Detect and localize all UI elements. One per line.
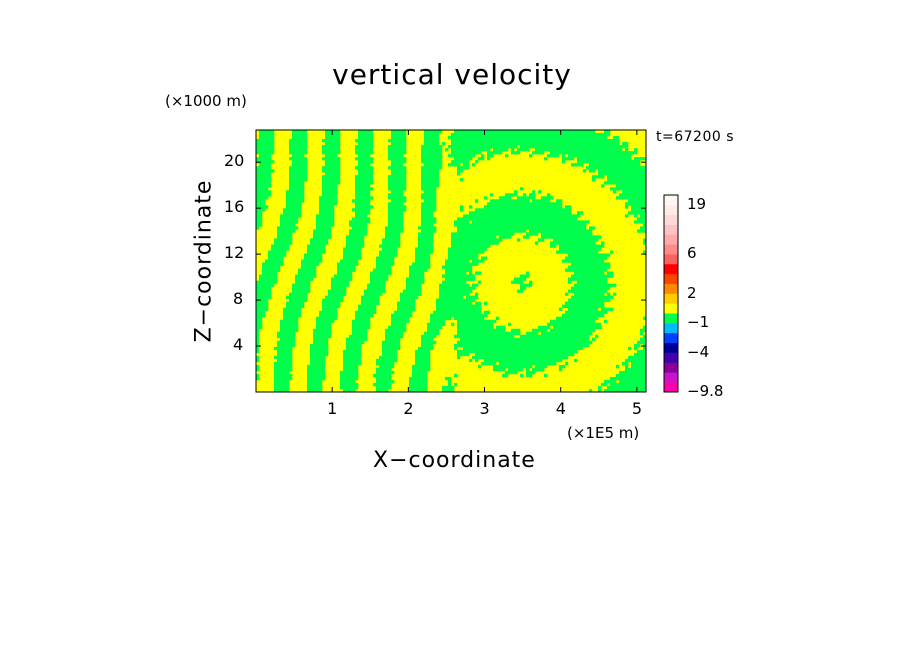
colorbar-frame (663, 194, 679, 393)
chart-title: vertical velocity (332, 58, 572, 91)
y-unit-label: (×1000 m) (165, 92, 247, 110)
colorbar-segment (664, 293, 678, 304)
colorbar-segment (664, 303, 678, 314)
colorbar-label: −9.8 (687, 382, 724, 400)
velocity-field (255, 130, 647, 393)
colorbar-segment (664, 342, 678, 353)
colorbar-segment (664, 224, 678, 235)
x-tick-label: 3 (479, 399, 490, 418)
colorbar-segment (664, 323, 678, 334)
y-tick-label: 4 (233, 335, 244, 355)
colorbar-segment (664, 195, 678, 206)
y-tick-label: 12 (224, 243, 245, 263)
colorbar-label: 19 (687, 194, 707, 213)
colorbar-label: −1 (687, 313, 710, 332)
negative-velocity-regions (255, 130, 647, 393)
colorbar-segment (664, 214, 678, 225)
y-tick-label: 20 (224, 151, 245, 171)
colorbar-segment (664, 273, 678, 284)
colorbar-segment (664, 352, 678, 363)
colorbar-segment (664, 362, 678, 373)
x-tick-label: 5 (631, 399, 643, 418)
colorbar-segment (664, 382, 678, 393)
colorbar-segment (664, 254, 678, 265)
x-unit-label: (×1E5 m) (567, 424, 640, 442)
colorbar-segment (664, 244, 678, 255)
plot-frame (255, 129, 647, 393)
colorbar-segment (664, 263, 678, 275)
time-label: t=67200 s (656, 129, 734, 145)
colorbar-segment (664, 332, 678, 344)
x-axis-label: X−coordinate (373, 448, 536, 473)
colorbar-segment (664, 283, 678, 294)
colorbar-label: 2 (687, 283, 697, 302)
y-tick-label: 16 (224, 197, 245, 217)
x-tick-label: 2 (403, 399, 414, 418)
colorbar-segment (664, 234, 678, 245)
colorbar-segment (664, 372, 678, 383)
colorbar-segment (664, 313, 678, 324)
plot-axes (255, 129, 647, 393)
colorbar-segment (664, 204, 678, 215)
colorbar (663, 194, 679, 393)
colorbar-label: −4 (687, 342, 710, 361)
x-tick-label: 1 (327, 399, 338, 418)
x-tick-label: 4 (555, 399, 566, 418)
y-tick-label: 8 (233, 289, 244, 309)
colorbar-label: 6 (687, 244, 697, 263)
